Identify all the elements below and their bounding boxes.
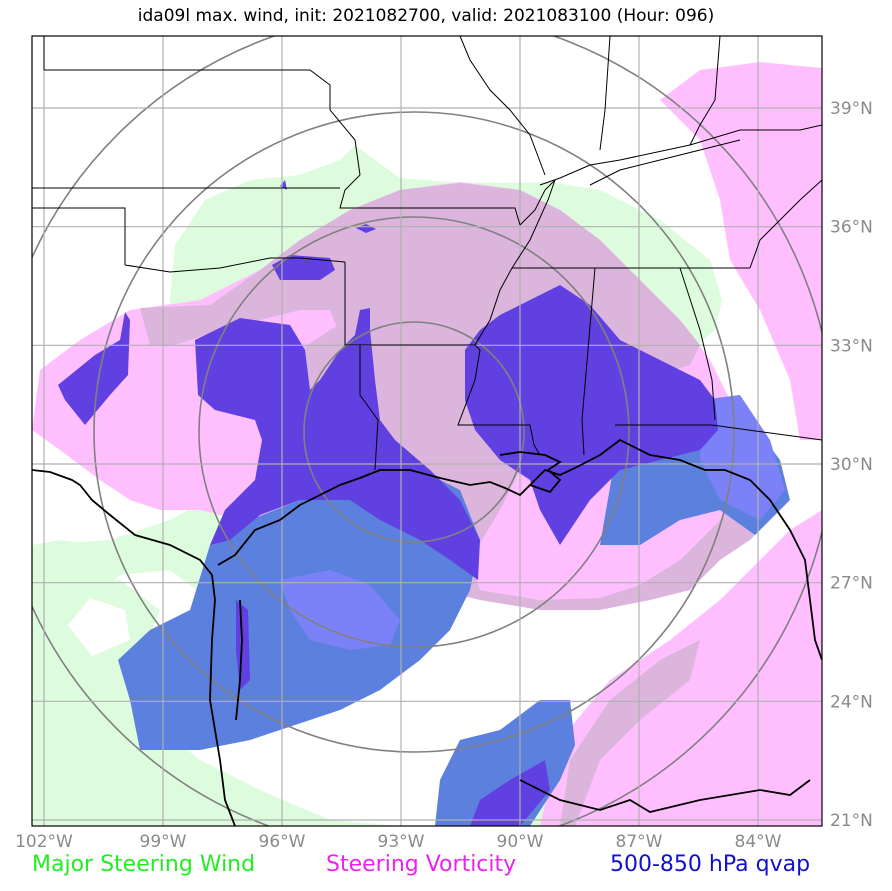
map-frame bbox=[31, 35, 823, 827]
latitude-tick-label: 33°N bbox=[830, 336, 873, 356]
longitude-tick-label: 102°W bbox=[15, 832, 73, 852]
latitude-tick-label: 39°N bbox=[830, 99, 873, 119]
latitude-tick-label: 21°N bbox=[830, 811, 873, 831]
map-title: ida09l max. wind, init: 2021082700, vali… bbox=[137, 6, 715, 26]
latitude-tick-label: 27°N bbox=[830, 574, 873, 594]
qvap-overlap-field bbox=[58, 180, 718, 826]
longitude-tick-label: 93°W bbox=[378, 832, 425, 852]
legend-steering-wind: Major Steering Wind bbox=[32, 852, 256, 877]
longitude-tick-label: 87°W bbox=[616, 832, 663, 852]
longitude-labels: 102°W 99°W 96°W 93°W 90°W 87°W 84°W bbox=[15, 832, 782, 852]
state-borders bbox=[32, 36, 822, 471]
legend-qvap: 500-850 hPa qvap bbox=[610, 852, 811, 877]
latitude-tick-label: 24°N bbox=[830, 692, 873, 712]
longitude-tick-label: 90°W bbox=[497, 832, 544, 852]
legend-steering-vorticity: Steering Vorticity bbox=[326, 852, 517, 877]
longitude-tick-label: 99°W bbox=[140, 832, 187, 852]
latitude-tick-label: 36°N bbox=[830, 218, 873, 238]
range-rings bbox=[32, 36, 822, 826]
vorticity-wind-overlap bbox=[140, 183, 770, 826]
longitude-tick-label: 84°W bbox=[735, 832, 782, 852]
longitude-tick-label: 96°W bbox=[259, 832, 306, 852]
coastline bbox=[32, 438, 822, 826]
latitude-labels: 39°N 36°N 33°N 30°N 27°N 24°N 21°N bbox=[830, 99, 873, 831]
latitude-tick-label: 30°N bbox=[830, 455, 873, 475]
